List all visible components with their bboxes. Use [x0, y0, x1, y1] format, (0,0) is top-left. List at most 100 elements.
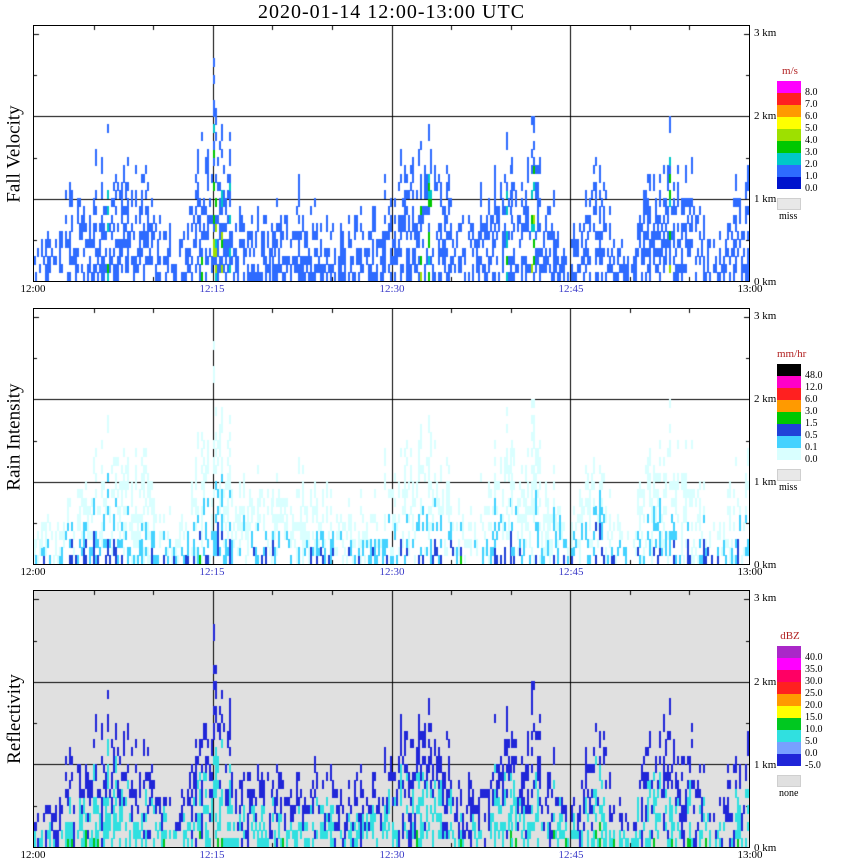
colorbar-cell	[777, 153, 801, 165]
colorbar-missing-label: miss	[779, 211, 798, 222]
colorbar-tick-label: 30.0	[805, 676, 823, 687]
colorbar-tick-label: 25.0	[805, 688, 823, 699]
colorbar-cell	[777, 400, 801, 412]
colorbar-cell	[777, 376, 801, 388]
colorbar-unit-label: mm/hr	[777, 348, 807, 360]
colorbar-tick-label: 6.0	[805, 111, 818, 122]
colorbar-tick-label: 0.0	[805, 454, 818, 465]
colorbar-tick-label: 7.0	[805, 99, 818, 110]
colorbar-cell	[777, 646, 801, 658]
panel-title-rain-intensity: Rain Intensity	[0, 308, 30, 565]
colorbar-tick-label: 2.0	[805, 159, 818, 170]
x-tick-label: 12:30	[379, 283, 405, 295]
x-tick-label: 12:45	[558, 849, 584, 861]
colorbar-tick-label: 40.0	[805, 652, 823, 663]
colorbar-cell	[777, 694, 801, 706]
panel-fall-velocity: Fall Velocity 3 km 2 km 1 km 0 km 12:00 12:1…	[0, 25, 850, 295]
colorbar-cells	[777, 81, 801, 189]
colorbar-tick-label: 4.0	[805, 135, 818, 146]
colorbar-cell	[777, 117, 801, 129]
y-tick-label: 0 km	[754, 276, 777, 288]
x-tick-label: 12:15	[199, 849, 225, 861]
y-tick-label: 2 km	[754, 676, 777, 688]
colorbar-cell	[777, 730, 801, 742]
x-tick-label: 12:30	[379, 849, 405, 861]
x-tick-label: 12:15	[199, 283, 225, 295]
reflectivity-heatmap-canvas	[34, 591, 749, 847]
colorbar-tick-label: 3.0	[805, 406, 818, 417]
y-tick-label: 1 km	[754, 193, 777, 205]
colorbar-cell	[777, 436, 801, 448]
y-tick-label: 3 km	[754, 592, 777, 604]
x-tick-label: 12:00	[20, 849, 46, 861]
x-tick-label: 12:00	[20, 566, 46, 578]
colorbar-tick-label: 0.0	[805, 183, 818, 194]
colorbar-cell	[777, 670, 801, 682]
colorbar-unit-label: dBZ	[780, 630, 800, 642]
colorbar-missing-label: none	[779, 788, 799, 799]
colorbar-tick-label: 15.0	[805, 712, 823, 723]
y-tick-label: 0 km	[754, 559, 777, 571]
colorbar-tick-label: 6.0	[805, 394, 818, 405]
reflectivity-plot-area	[33, 590, 750, 848]
colorbar-tick-label: 5.0	[805, 123, 818, 134]
panel-reflectivity: Reflectivity 3 km 2 km 1 km 0 km 12:00 12:15…	[0, 590, 850, 861]
y-tick-label: 3 km	[754, 310, 777, 322]
panel-title-text: Fall Velocity	[4, 104, 26, 203]
rain-intensity-heatmap-canvas	[34, 309, 749, 564]
fall-velocity-plot-area	[33, 25, 750, 282]
x-tick-label: 12:45	[558, 283, 584, 295]
colorbar-unit-label: m/s	[782, 65, 798, 77]
x-tick-label: 13:00	[737, 566, 763, 578]
colorbar-tick-label: 8.0	[805, 87, 818, 98]
colorbar-cell	[777, 388, 801, 400]
y-tick-label: 2 km	[754, 110, 777, 122]
height-axis-labels: 3 km 2 km 1 km 0 km	[754, 308, 794, 571]
colorbar-tick-label: 20.0	[805, 700, 823, 711]
colorbar-cell	[777, 177, 801, 189]
colorbar-missing-label: miss	[779, 482, 798, 493]
colorbar-cell	[777, 754, 801, 766]
panel-title-text: Reflectivity	[4, 674, 26, 764]
colorbar-cell	[777, 93, 801, 105]
colorbar-tick-label: 3.0	[805, 147, 818, 158]
panel-title-reflectivity: Reflectivity	[0, 590, 30, 848]
colorbar-tick-label: 0.5	[805, 430, 818, 441]
colorbar-cell	[777, 424, 801, 436]
colorbar-tick-label: 35.0	[805, 664, 823, 675]
x-tick-label: 13:00	[737, 283, 763, 295]
colorbar-cell	[777, 165, 801, 177]
y-tick-label: 0 km	[754, 842, 777, 854]
height-axis-labels: 3 km 2 km 1 km 0 km	[754, 25, 794, 288]
time-axis-labels: 12:00 12:15 12:30 12:45 13:00	[20, 848, 762, 865]
colorbar-cell	[777, 105, 801, 117]
colorbar-tick-label: 0.1	[805, 442, 818, 453]
panel-rain-intensity: Rain Intensity 3 km 2 km 1 km 0 km 12:00 12:…	[0, 308, 850, 578]
colorbar-tick-label: 0.0	[805, 748, 818, 759]
panel-title-text: Rain Intensity	[4, 382, 26, 491]
y-tick-label: 2 km	[754, 393, 777, 405]
colorbar-missing-swatch	[777, 469, 801, 481]
colorbar-tick-label: 5.0	[805, 736, 818, 747]
colorbar-missing-swatch	[777, 198, 801, 210]
colorbar-missing-swatch	[777, 775, 801, 787]
colorbar-tick-label: 10.0	[805, 724, 823, 735]
colorbar-tick-label: 1.5	[805, 418, 818, 429]
panel-title-fall-velocity: Fall Velocity	[0, 25, 30, 282]
colorbar-cell	[777, 129, 801, 141]
y-tick-label: 3 km	[754, 27, 777, 39]
rain-intensity-plot-area	[33, 308, 750, 565]
colorbar-cell	[777, 706, 801, 718]
colorbar-cells	[777, 364, 801, 460]
colorbar-cell	[777, 682, 801, 694]
fall-velocity-heatmap-canvas	[34, 26, 749, 281]
colorbar-cell	[777, 81, 801, 93]
colorbar-tick-label: 48.0	[805, 370, 823, 381]
colorbar-tick-label: -5.0	[805, 760, 821, 771]
height-axis-labels: 3 km 2 km 1 km 0 km	[754, 590, 794, 854]
time-axis-labels: 12:00 12:15 12:30 12:45 13:00	[20, 282, 762, 299]
colorbar-tick-label: 12.0	[805, 382, 823, 393]
colorbar-cell	[777, 742, 801, 754]
colorbar-cell	[777, 448, 801, 460]
